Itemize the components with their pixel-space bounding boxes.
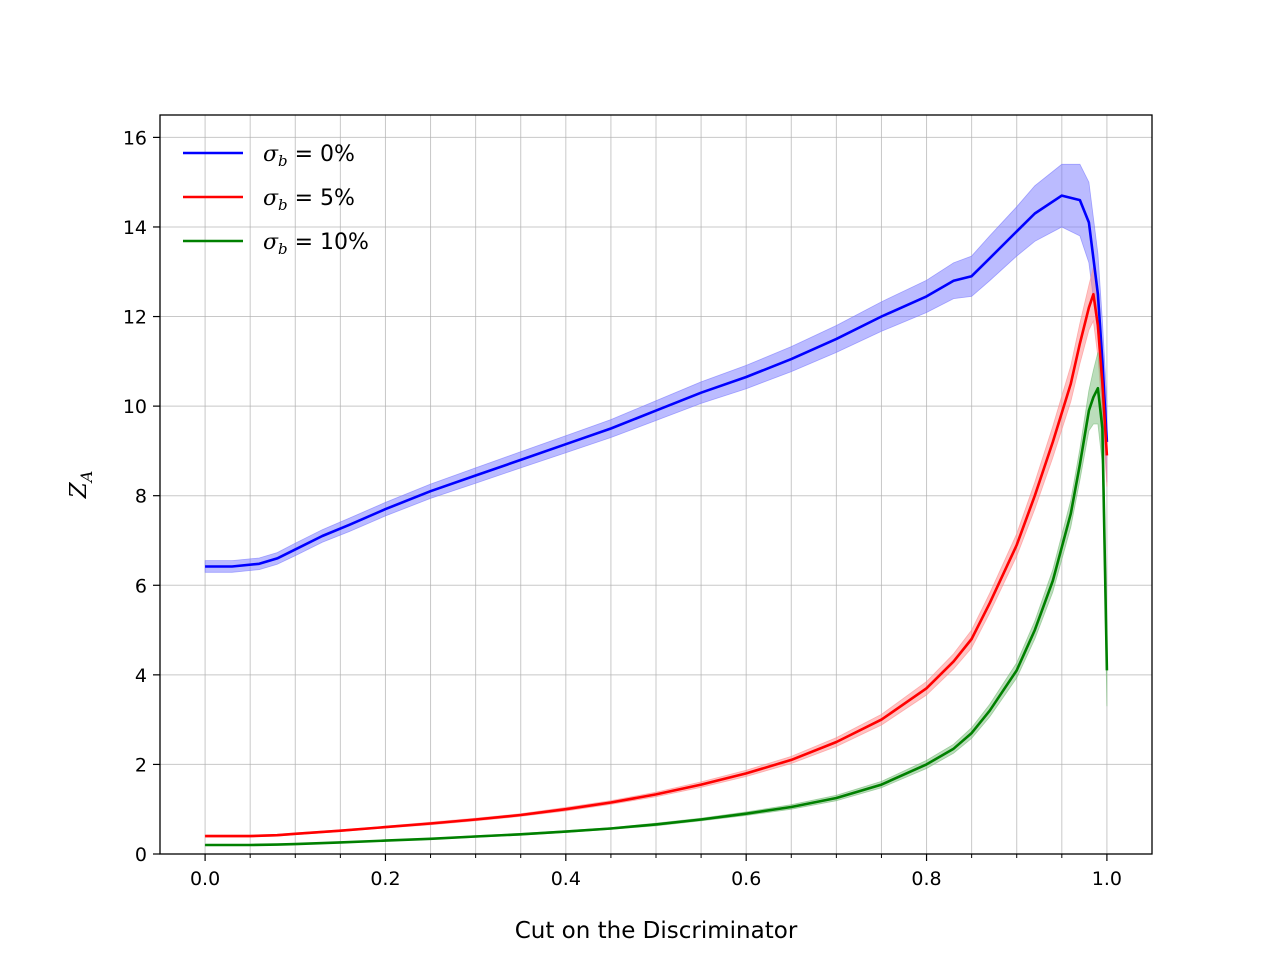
legend-sigma: σ: [263, 230, 279, 255]
y-tick-label: 14: [123, 217, 147, 239]
legend-label-0: σb = 0%: [263, 142, 355, 170]
legend-value: = 0%: [288, 142, 355, 167]
legend: σb = 0%σb = 5%σb = 10%: [183, 142, 369, 258]
x-axis-ticks: 0.0 0.2 0.4 0.6 0.8 1.0: [190, 854, 1122, 890]
legend-value: = 10%: [288, 230, 369, 255]
legend-label-2: σb = 10%: [263, 230, 369, 258]
error-band-1: [204, 267, 1108, 838]
legend-value: = 5%: [288, 186, 355, 211]
y-tick-label: 10: [123, 396, 147, 418]
legend-sigma: σ: [263, 186, 279, 211]
series-lines: [205, 194, 1109, 847]
y-tick-label: 6: [135, 575, 147, 597]
grid-lines: [160, 115, 1152, 855]
series-line-1: [205, 292, 1109, 838]
y-axis-label: ZA: [66, 471, 96, 500]
x-tick-label: 1.0: [1092, 868, 1122, 890]
x-tick-label: 0.8: [911, 868, 941, 890]
y-tick-label: 4: [135, 665, 147, 687]
x-axis-label: Cut on the Discriminator: [515, 918, 798, 944]
legend-subscript: b: [278, 152, 288, 170]
x-tick-label: 0.4: [551, 868, 581, 890]
x-tick-label: 0.6: [731, 868, 761, 890]
series-line-0: [205, 194, 1109, 568]
legend-label-1: σb = 5%: [263, 186, 355, 214]
legend-sigma: σ: [263, 142, 279, 167]
y-tick-label: 12: [123, 307, 147, 329]
y-axis-label-subscript: A: [77, 471, 96, 485]
y-axis-label-main: Z: [66, 481, 92, 499]
legend-subscript: b: [278, 240, 288, 258]
y-tick-label: 2: [135, 754, 147, 776]
y-tick-label: 16: [123, 127, 147, 149]
x-tick-label: 0.2: [370, 868, 400, 890]
x-tick-label: 0.0: [190, 868, 220, 890]
y-tick-label: 0: [135, 844, 147, 866]
series-line-2: [205, 386, 1109, 847]
y-tick-label: 8: [135, 486, 147, 508]
y-axis-ticks: 0 2 4 6 8 10 12 14 16: [123, 127, 160, 866]
legend-subscript: b: [278, 196, 288, 214]
